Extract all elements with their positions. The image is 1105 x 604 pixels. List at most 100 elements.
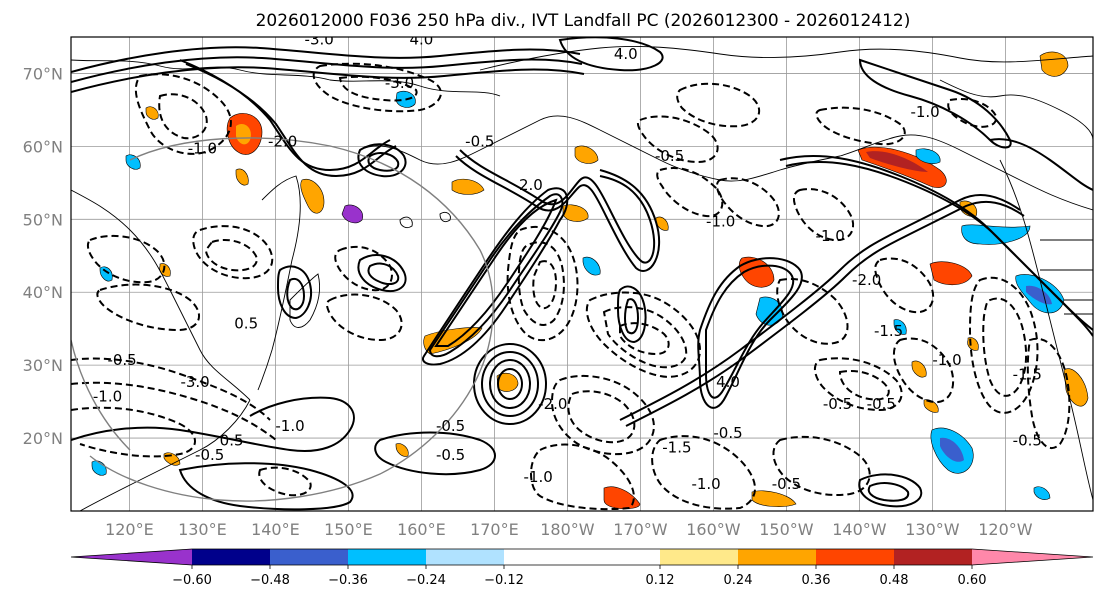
fill-blob [929, 261, 973, 286]
colorbar-segment [660, 549, 738, 565]
longitude-label: 170°E [470, 520, 519, 539]
longitude-label: 150°E [324, 520, 373, 539]
contour-label: -1.0 [706, 213, 735, 231]
fill-blob [451, 178, 485, 195]
colorbar-segment [894, 549, 972, 565]
colorbar-segment [192, 549, 270, 565]
colorbar-tick-label: −0.24 [406, 573, 446, 588]
contour-label: -3.0 [180, 373, 209, 391]
contour-label: 0.5 [234, 315, 258, 333]
fill-blob [1039, 51, 1069, 77]
fill-blob [159, 263, 171, 277]
fill-blob [893, 319, 907, 335]
divergence-contours [71, 37, 1093, 511]
contour-label: 2.0 [519, 176, 543, 194]
contour-label: -0.5 [436, 446, 465, 464]
latitude-label: 20°N [23, 429, 63, 448]
contour-label: -0.5 [867, 395, 896, 413]
fill-blob [235, 168, 249, 186]
contour-label: -0.5 [772, 475, 801, 493]
longitude-label: 140°W [832, 520, 887, 539]
reference-circle [89, 137, 494, 502]
fill-blob [603, 486, 641, 510]
colorbar-extend-low [71, 549, 192, 565]
fill-blob [496, 372, 519, 392]
contour-label: 4.0 [716, 373, 740, 391]
contour-label: -0.5 [436, 417, 465, 435]
contour-label: -1.0 [816, 227, 845, 245]
contour-label: -0.5 [1013, 431, 1042, 449]
map-title: 2026012000 F036 250 hPa div., IVT Landfa… [256, 11, 911, 31]
colorbar-tick-label: −0.60 [172, 573, 212, 588]
contour-label: -1.5 [874, 322, 903, 340]
contour-label: -0.5 [195, 446, 224, 464]
fill-blob [300, 178, 325, 214]
contour-labels: -3.0 4.0 -3.0 4.0 -1.0 -2.0 2.0 -0.5 -1.0 -1.0 -0.… [93, 30, 1042, 493]
colorbar-segment [816, 549, 894, 565]
colorbar-segment [426, 549, 504, 565]
fill-blob [145, 106, 159, 120]
contour-label: -0.5 [713, 424, 742, 442]
colorbar-segment [348, 549, 426, 565]
map-frame [70, 36, 1094, 512]
fill-blob [125, 154, 141, 170]
contour-label: -1.5 [662, 439, 691, 457]
longitude-label: 150°W [759, 520, 814, 539]
longitude-label: 130°E [178, 520, 227, 539]
contour-label: -2.0 [852, 271, 881, 289]
colorbar-tick-label: −0.12 [484, 573, 524, 588]
contour-label: -1.5 [1013, 366, 1042, 384]
contour-label: -2.0 [268, 132, 297, 150]
contour-label: -1.0 [932, 351, 961, 369]
contour-label: -0.5 [655, 147, 684, 165]
contour-label: -1.0 [275, 417, 304, 435]
fill-blob [911, 360, 927, 378]
latitude-label: 70°N [23, 64, 63, 83]
longitude-label: 180°W [540, 520, 595, 539]
map-panel: -3.0 4.0 -3.0 4.0 -1.0 -2.0 2.0 -0.5 -1.0 -1.0 -0.… [70, 30, 1094, 512]
contour-label: -2.0 [538, 395, 567, 413]
colorbar-extend-high [972, 549, 1093, 565]
longitude-label: 130°W [905, 520, 960, 539]
contour-label: 4.0 [614, 45, 638, 63]
contour-label: 4.0 [409, 30, 433, 48]
contour-label: -1.0 [524, 468, 553, 486]
longitude-labels: 120°E 130°E 140°E 150°E 160°E 170°E 180°W 170°W… [105, 520, 1033, 539]
contour-label: -3.0 [385, 74, 414, 92]
longitude-label: 120°W [978, 520, 1033, 539]
fill-blob [395, 443, 409, 457]
contour-label: -3.0 [305, 30, 334, 48]
longitude-label: 170°W [613, 520, 668, 539]
contour-label: -1.0 [691, 475, 720, 493]
colorbar-segment [504, 549, 660, 565]
fill-blob [582, 256, 601, 276]
colorbar-tick-label: −0.36 [328, 573, 368, 588]
longitude-label: 120°E [105, 520, 154, 539]
fill-blob [1026, 285, 1052, 305]
contour-label: -0.5 [107, 351, 136, 369]
colorbar-tick-label: 0.12 [646, 573, 675, 588]
fill-blob [574, 145, 599, 164]
contour-label: 0.5 [220, 431, 244, 449]
fill-blob [1033, 486, 1051, 500]
colorbar-segment [738, 549, 816, 565]
colorbar-tick-label: 0.36 [802, 573, 831, 588]
contour-label: -1.0 [188, 140, 217, 158]
fill-blob [940, 437, 964, 462]
fill-blob [236, 123, 251, 145]
colorbar-tick-label: 0.24 [724, 573, 753, 588]
fill-blob [562, 204, 589, 222]
fill-blob [751, 490, 797, 507]
latitude-labels: 70°N 60°N 50°N 40°N 30°N 20°N [23, 64, 63, 448]
latitude-label: 50°N [23, 210, 63, 229]
contour-label: -1.0 [910, 103, 939, 121]
contour-label: -0.5 [823, 395, 852, 413]
colorbar-tick-label: −0.48 [250, 573, 290, 588]
fill-blob [341, 204, 364, 224]
latitude-label: 30°N [23, 356, 63, 375]
longitude-label: 140°E [251, 520, 300, 539]
latitude-label: 60°N [23, 137, 63, 156]
longitude-label: 160°E [397, 520, 446, 539]
reference-circle [71, 339, 131, 451]
